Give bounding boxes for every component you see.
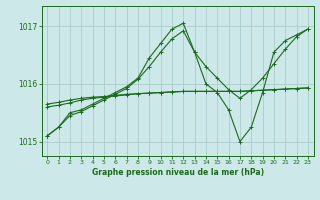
X-axis label: Graphe pression niveau de la mer (hPa): Graphe pression niveau de la mer (hPa) [92, 168, 264, 177]
